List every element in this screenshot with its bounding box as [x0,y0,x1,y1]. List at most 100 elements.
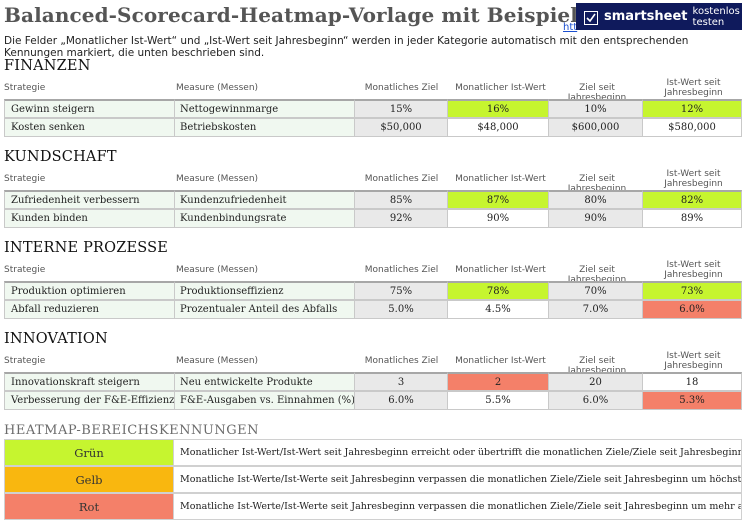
monthly-actual-cell: 90% [448,209,549,228]
legend-swatch-green: Grün [4,439,174,466]
strategy-cell: Gewinn steigern [4,99,175,118]
strategy-cell: Produktion optimieren [4,281,175,300]
ytd-target-cell: 90% [549,209,643,228]
monthly-target-cell: 6.0% [355,391,448,410]
ytd-target-cell: 70% [549,281,643,300]
col-header-strategy: Strategie [4,265,46,275]
col-header-measure: Measure (Messen) [176,265,259,275]
col-header-measure: Measure (Messen) [176,356,259,366]
monthly-actual-cell: 87% [448,190,549,209]
template-link[interactable]: htt [563,22,578,33]
ytd-target-cell: 6.0% [549,391,643,410]
table-row: Gewinn steigern Nettogewinnmarge 15% 16%… [4,99,742,118]
strategy-cell: Kosten senken [4,118,175,137]
col-header-ytd-target: Ziel seit Jahresbeginn [567,83,627,103]
ytd-target-cell: $600,000 [549,118,643,137]
monthly-target-cell: 92% [355,209,448,228]
smartsheet-banner[interactable]: smartsheet kostenlos testen [576,3,742,30]
monthly-actual-cell: 78% [448,281,549,300]
strategy-cell: Kunden binden [4,209,175,228]
col-header-monthly-actual: Monatlicher Ist-Wert [455,174,546,184]
table-row: Zufriedenheit verbessern Kundenzufrieden… [4,190,742,209]
banner-cta: kostenlos testen [692,5,740,28]
ytd-target-cell: 80% [549,190,643,209]
section-title-interne-prozesse: INTERNE PROZESSE [4,240,169,256]
legend-text-red: Monatliche Ist-Werte/Ist-Werte seit Jahr… [174,493,742,520]
description: Die Felder „Monatlicher Ist-Wert“ und „I… [4,35,689,59]
col-header-ytd-target: Ziel seit Jahresbeginn [567,174,627,194]
ytd-actual-cell: 73% [643,281,742,300]
banner-brand: smartsheet [604,9,688,24]
monthly-target-cell: 75% [355,281,448,300]
measure-cell: Betriebskosten [175,118,355,137]
col-header-ytd-actual: Ist-Wert seit Jahresbeginn [664,78,723,98]
col-header-ytd-target: Ziel seit Jahresbeginn [567,265,627,285]
monthly-target-cell: 3 [355,372,448,391]
ytd-actual-cell: 5.3% [643,391,742,410]
monthly-target-cell: 85% [355,190,448,209]
col-header-monthly-actual: Monatlicher Ist-Wert [455,265,546,275]
legend-swatch-yellow: Gelb [4,466,174,493]
monthly-target-cell: 5.0% [355,300,448,319]
legend-text-green: Monatlicher Ist-Wert/Ist-Wert seit Jahre… [174,439,742,466]
strategy-cell: Abfall reduzieren [4,300,175,319]
section-title-finanzen: FINANZEN [4,58,91,74]
col-header-strategy: Strategie [4,174,46,184]
col-header-monthly-actual: Monatlicher Ist-Wert [455,356,546,366]
legend-row-yellow: Gelb Monatliche Ist-Werte/Ist-Werte seit… [4,466,742,493]
strategy-cell: Innovationskraft steigern [4,372,175,391]
monthly-actual-cell: $48,000 [448,118,549,137]
table-row: Innovationskraft steigern Neu entwickelt… [4,372,742,391]
monthly-target-cell: $50,000 [355,118,448,137]
col-header-measure: Measure (Messen) [176,83,259,93]
measure-cell: Prozentualer Anteil des Abfalls [175,300,355,319]
smartsheet-logo-icon [584,10,598,25]
table-row: Verbesserung der F&E-Effizienz F&E-Ausga… [4,391,742,410]
col-header-monthly-actual: Monatlicher Ist-Wert [455,83,546,93]
measure-cell: F&E-Ausgaben vs. Einnahmen (%) [175,391,355,410]
table-row: Kunden binden Kundenbindungsrate 92% 90%… [4,209,742,228]
col-header-ytd-actual: Ist-Wert seit Jahresbeginn [664,351,723,371]
ytd-actual-cell: 12% [643,99,742,118]
measure-cell: Nettogewinnmarge [175,99,355,118]
strategy-cell: Verbesserung der F&E-Effizienz [4,391,175,410]
ytd-actual-cell: 82% [643,190,742,209]
measure-cell: Kundenbindungsrate [175,209,355,228]
measure-cell: Kundenzufriedenheit [175,190,355,209]
ytd-target-cell: 7.0% [549,300,643,319]
col-header-ytd-actual: Ist-Wert seit Jahresbeginn [664,169,723,189]
col-header-monthly-target: Monatliches Ziel [364,174,439,184]
col-header-ytd-target: Ziel seit Jahresbeginn [567,356,627,376]
col-header-strategy: Strategie [4,83,46,93]
col-header-measure: Measure (Messen) [176,174,259,184]
legend-row-red: Rot Monatliche Ist-Werte/Ist-Werte seit … [4,493,742,520]
strategy-cell: Zufriedenheit verbessern [4,190,175,209]
ytd-actual-cell: 6.0% [643,300,742,319]
legend-swatch-red: Rot [4,493,174,520]
col-header-strategy: Strategie [4,356,46,366]
section-title-innovation: INNOVATION [4,331,108,347]
page-title: Balanced-Scorecard-Heatmap-Vorlage mit B… [4,3,578,27]
legend-row-green: Grün Monatlicher Ist-Wert/Ist-Wert seit … [4,439,742,466]
col-header-monthly-target: Monatliches Ziel [364,83,439,93]
legend-text-yellow: Monatliche Ist-Werte/Ist-Werte seit Jahr… [174,466,742,493]
measure-cell: Neu entwickelte Produkte [175,372,355,391]
ytd-target-cell: 10% [549,99,643,118]
monthly-actual-cell: 2 [448,372,549,391]
monthly-actual-cell: 5.5% [448,391,549,410]
monthly-target-cell: 15% [355,99,448,118]
table-row: Kosten senken Betriebskosten $50,000 $48… [4,118,742,137]
monthly-actual-cell: 4.5% [448,300,549,319]
ytd-actual-cell: 18 [643,372,742,391]
col-header-monthly-target: Monatliches Ziel [364,356,439,366]
measure-cell: Produktionseffizienz [175,281,355,300]
table-row: Abfall reduzieren Prozentualer Anteil de… [4,300,742,319]
col-header-ytd-actual: Ist-Wert seit Jahresbeginn [664,260,723,280]
legend-title: HEATMAP-BEREICHSKENNUNGEN [4,423,259,438]
col-header-monthly-target: Monatliches Ziel [364,265,439,275]
table-row: Produktion optimieren Produktionseffizie… [4,281,742,300]
ytd-actual-cell: 89% [643,209,742,228]
ytd-actual-cell: $580,000 [643,118,742,137]
monthly-actual-cell: 16% [448,99,549,118]
ytd-target-cell: 20 [549,372,643,391]
